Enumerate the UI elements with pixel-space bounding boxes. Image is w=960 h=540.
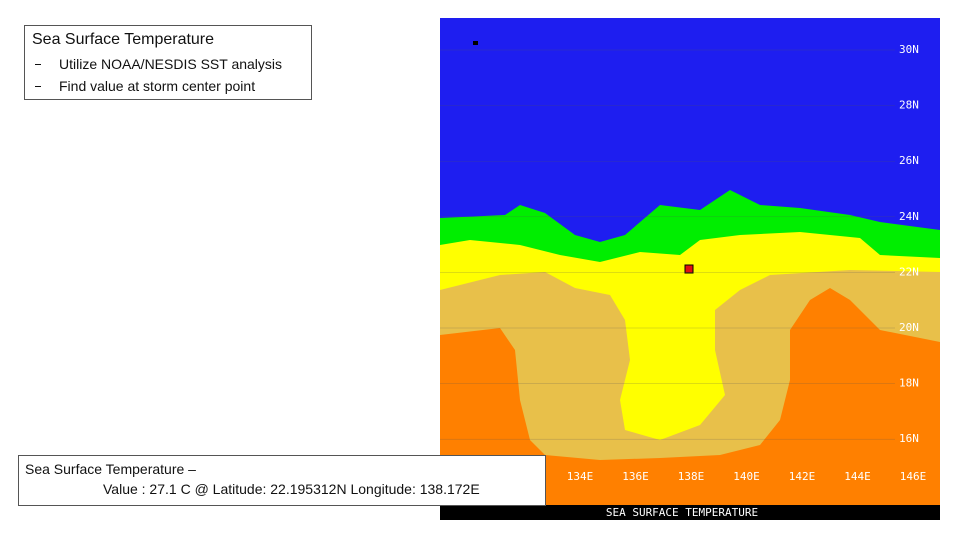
- footer-bar: [440, 505, 940, 520]
- latitude-label: 24N: [899, 210, 919, 223]
- latitude-label: 18N: [899, 377, 919, 390]
- latitude-label: 16N: [899, 432, 919, 445]
- bullet: Find value at storm center point: [32, 75, 304, 97]
- latitude-label: 26N: [899, 154, 919, 167]
- longitude-label: 134E: [567, 470, 594, 483]
- island: [473, 41, 478, 45]
- longitude-label: 138E: [678, 470, 705, 483]
- bullet-text: Utilize NOAA/NESDIS SST analysis: [59, 56, 283, 72]
- longitude-label: 142E: [789, 470, 816, 483]
- storm-center: [684, 264, 694, 274]
- caption-line: Sea Surface Temperature –: [25, 461, 196, 477]
- footer-label: SEA SURFACE TEMPERATURE: [606, 506, 758, 519]
- latitude-label: 22N: [899, 265, 919, 278]
- bullet: Utilize NOAA/NESDIS SST analysis: [32, 53, 304, 75]
- latitude-label: 28N: [899, 99, 919, 112]
- caption-line: Value : 27.1 C @ Latitude: 22.195312N Lo…: [103, 481, 480, 497]
- bullet-text: Find value at storm center point: [59, 78, 256, 94]
- longitude-label: 144E: [844, 470, 871, 483]
- longitude-label: 146E: [900, 470, 927, 483]
- longitude-label: 136E: [622, 470, 649, 483]
- title-box: Sea Surface Temperature Utilize NOAA/NES…: [24, 25, 312, 100]
- latitude-label: 30N: [899, 43, 919, 56]
- title: Sea Surface Temperature: [32, 31, 215, 48]
- longitude-label: 140E: [733, 470, 760, 483]
- orange-zone: [440, 288, 940, 505]
- caption-box: Sea Surface Temperature – Value : 27.1 C…: [18, 455, 546, 506]
- latitude-label: 20N: [899, 321, 919, 334]
